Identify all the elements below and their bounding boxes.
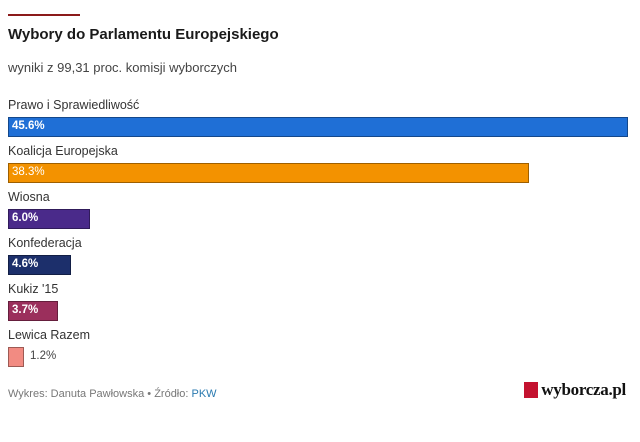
- footer-credit: Wykres: Danuta Pawłowska • Źródło:: [8, 388, 192, 400]
- bar: [8, 255, 71, 275]
- bar: [8, 163, 529, 183]
- logo-square-icon: [524, 382, 539, 398]
- bar-value-label: 3.7%: [12, 304, 39, 316]
- category-label: Wiosna: [8, 190, 50, 204]
- chart-subtitle: wyniki z 99,31 proc. komisji wyborczych: [8, 60, 238, 75]
- bar-value-label: 45.6%: [12, 120, 45, 132]
- category-label: Kukiz '15: [8, 282, 59, 296]
- category-label: Prawo i Sprawiedliwość: [8, 98, 140, 112]
- bar: [8, 301, 58, 321]
- chart-footer: Wykres: Danuta Pawłowska • Źródło: PKW: [8, 388, 217, 400]
- bar-row: Prawo i Sprawiedliwość 45.6%: [8, 98, 630, 144]
- header-rule: [8, 14, 80, 16]
- bar: [8, 347, 24, 367]
- bar-track: 6.0%: [8, 209, 628, 229]
- bar-track: 38.3%: [8, 163, 628, 183]
- bar-row: Lewica Razem 1.2%: [8, 328, 630, 374]
- bar-row: Koalicja Europejska 38.3%: [8, 144, 630, 190]
- bar-row: Wiosna 6.0%: [8, 190, 630, 236]
- bar-row: Kukiz '15 3.7%: [8, 282, 630, 328]
- category-label: Koalicja Europejska: [8, 144, 118, 158]
- bar-value-label: 38.3%: [12, 166, 45, 178]
- wyborcza-logo[interactable]: wyborcza.pl: [524, 380, 626, 400]
- category-label: Konfederacja: [8, 236, 82, 250]
- bar: [8, 117, 628, 137]
- bar-value-label: 1.2%: [30, 350, 57, 362]
- chart-title: Wybory do Parlamentu Europejskiego: [8, 26, 279, 43]
- bar-track: 3.7%: [8, 301, 628, 321]
- bar-row: Konfederacja 4.6%: [8, 236, 630, 282]
- logo-text: wyborcza.pl: [541, 380, 626, 399]
- bar-track: 4.6%: [8, 255, 628, 275]
- category-label: Lewica Razem: [8, 328, 90, 342]
- source-link[interactable]: PKW: [191, 388, 217, 400]
- bar: [8, 209, 90, 229]
- bar-value-label: 4.6%: [12, 258, 39, 270]
- bar-value-label: 6.0%: [12, 212, 39, 224]
- bar-chart: Prawo i Sprawiedliwość 45.6% Koalicja Euro…: [8, 98, 630, 374]
- bar-track: 1.2%: [8, 347, 628, 367]
- bar-track: 45.6%: [8, 117, 628, 137]
